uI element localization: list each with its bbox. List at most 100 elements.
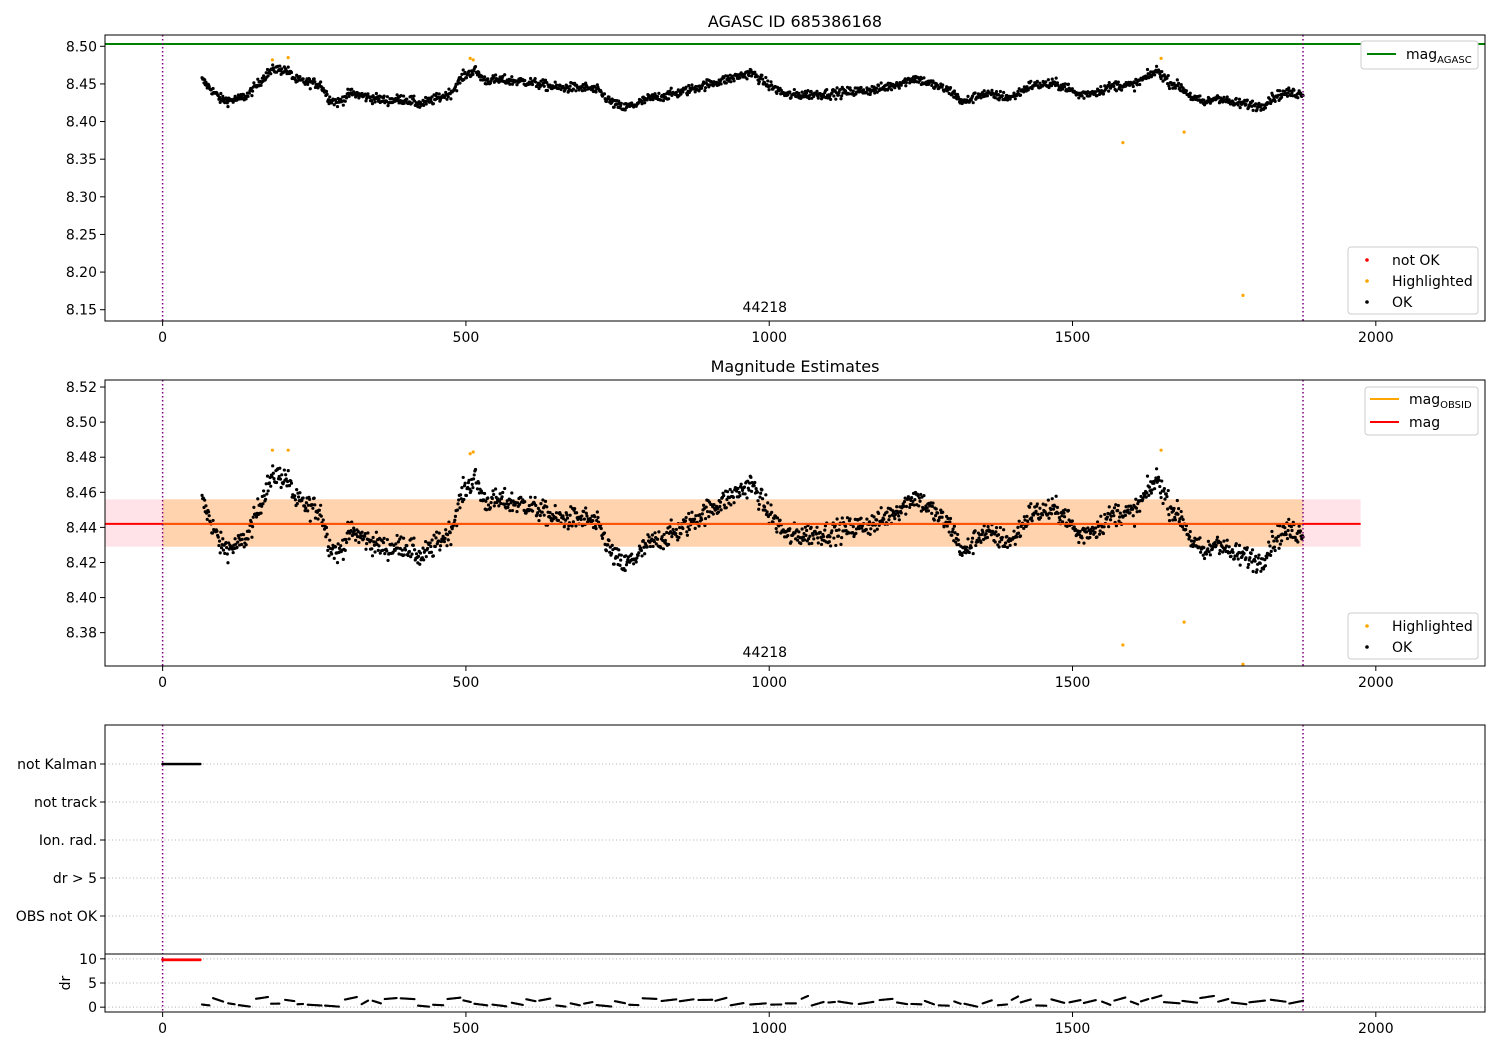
ok-point (453, 518, 457, 522)
ok-point (1165, 81, 1170, 86)
ok-point (1030, 519, 1034, 523)
ok-point (207, 84, 211, 89)
ok-point (902, 504, 906, 509)
ok-point (840, 94, 844, 98)
ok-point (326, 548, 330, 553)
dr-point (1245, 1003, 1248, 1006)
ok-point (350, 87, 354, 91)
ok-point (293, 494, 297, 498)
ok-point (635, 556, 639, 560)
ok-point (370, 102, 375, 106)
ok-point (926, 509, 931, 513)
ok-point (360, 530, 364, 534)
ok-point (729, 80, 733, 84)
dr-point (534, 1000, 537, 1003)
ok-point (267, 481, 272, 485)
ok-point (1296, 96, 1300, 100)
ok-point (1256, 556, 1260, 560)
ok-point (1138, 82, 1142, 87)
ok-point (561, 514, 565, 518)
ok-point (1184, 89, 1188, 93)
ok-point (385, 95, 389, 99)
dr-point (872, 1000, 875, 1003)
ok-point (847, 92, 851, 96)
ok-point (1105, 515, 1109, 519)
ok-point (876, 83, 881, 88)
ok-point (687, 83, 691, 88)
ok-point (431, 554, 435, 558)
ok-point (993, 96, 997, 100)
ok-point (832, 94, 836, 98)
dr-not-ok-point (198, 958, 202, 962)
ok-point (973, 529, 977, 533)
ok-point (1102, 525, 1106, 529)
ok-point (385, 549, 389, 553)
ok-point (674, 527, 678, 532)
ok-point (1063, 508, 1067, 512)
ok-point (1245, 546, 1249, 550)
ok-point (1098, 529, 1102, 533)
ok-point (421, 546, 425, 550)
ok-point (1131, 84, 1135, 89)
ok-point (219, 530, 223, 534)
ok-point (1180, 515, 1184, 519)
ok-point (1055, 505, 1060, 510)
ok-point (836, 534, 840, 538)
ok-point (1156, 475, 1161, 479)
ok-point (1237, 97, 1242, 101)
ok-point (1192, 539, 1196, 543)
ok-point (1114, 89, 1118, 93)
ok-point (1084, 530, 1089, 534)
ok-point (1240, 554, 1244, 559)
ok-point (1273, 99, 1277, 103)
ok-point (815, 89, 819, 94)
dr-point (1045, 1004, 1048, 1007)
ok-point (722, 494, 726, 498)
ok-point (363, 534, 367, 538)
ok-point (221, 537, 225, 541)
ok-point (760, 488, 764, 492)
ok-point (217, 543, 221, 548)
ok-point (1012, 529, 1016, 533)
ok-point (1026, 88, 1030, 92)
ok-point (1002, 90, 1006, 95)
ok-point (506, 502, 511, 506)
ok-point (538, 513, 542, 518)
ok-point (1061, 87, 1065, 91)
y-tick-label: 8.35 (66, 152, 97, 168)
ok-point (897, 514, 901, 518)
ok-point (385, 537, 389, 542)
ok-point (1035, 502, 1039, 506)
ok-point (1277, 546, 1281, 550)
x-tick-label: 0 (158, 330, 167, 346)
ok-point (1047, 516, 1051, 520)
ok-point (534, 503, 538, 508)
dr-tick-label: 10 (79, 952, 97, 968)
ok-point (347, 537, 351, 541)
dr-point (233, 1003, 236, 1006)
dr-point (337, 1005, 340, 1008)
ok-point (422, 103, 426, 107)
ok-point (554, 511, 559, 515)
ok-point (447, 520, 451, 524)
y-tick-label: 8.25 (66, 227, 97, 243)
ok-point (757, 79, 761, 84)
ok-point (1022, 515, 1026, 519)
ok-point (674, 90, 678, 94)
ok-point (809, 89, 813, 94)
ok-point (568, 84, 572, 88)
ok-point (1204, 552, 1209, 556)
ok-point (264, 71, 268, 75)
ok-point (333, 98, 338, 102)
dr-point (591, 1000, 594, 1004)
dr-point (1195, 1001, 1199, 1004)
ok-point (1101, 92, 1106, 96)
ok-point (757, 502, 761, 507)
ok-point (306, 509, 310, 513)
ok-point (1044, 80, 1048, 84)
panel2-legend-points: Highlighted OK (1347, 612, 1479, 660)
ok-point (897, 518, 901, 522)
ok-point (372, 543, 377, 547)
ok-point (604, 549, 609, 553)
